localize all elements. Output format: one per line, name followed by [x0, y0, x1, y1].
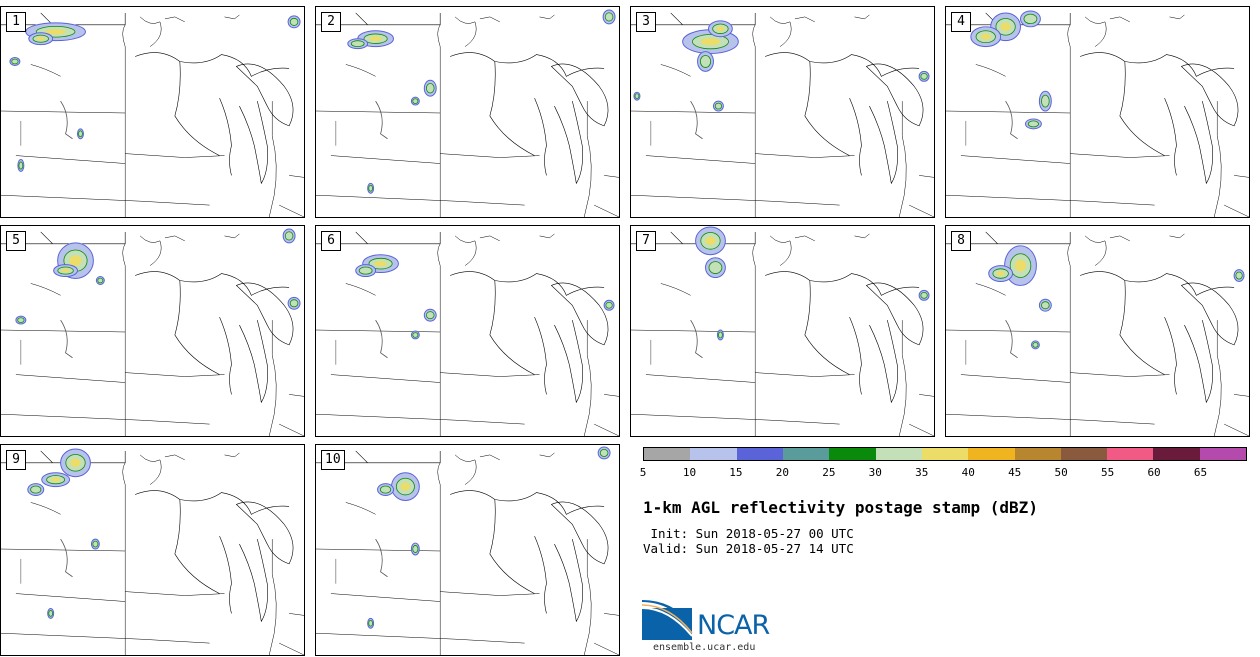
colorbar-segment — [1199, 448, 1247, 460]
colorbar-tick: 30 — [868, 466, 882, 479]
basemap-svg — [946, 10, 1249, 217]
member-number-label: 7 — [636, 231, 656, 251]
member-number-label: 6 — [321, 231, 341, 251]
ncar-logo-icon — [642, 600, 693, 640]
colorbar-tick: 60 — [1147, 466, 1161, 479]
colorbar-tick: 45 — [1008, 466, 1022, 479]
colorbar-tick-labels: 5 10 15 20 25 30 35 40 45 50 55 60 65 — [639, 466, 1247, 480]
basemap-svg — [1, 228, 304, 436]
stamp-panel: 3 — [630, 6, 935, 218]
stamp-panel: 1 — [0, 6, 305, 218]
colorbar-tick: 15 — [729, 466, 743, 479]
colorbar-tick: 35 — [915, 466, 929, 479]
colorbar-tick: 20 — [775, 466, 789, 479]
colorbar-tick: 55 — [1100, 466, 1115, 479]
basemap-svg — [1, 12, 304, 217]
basemap-svg — [316, 9, 619, 217]
basemap-svg — [316, 231, 619, 436]
plot-title: 1-km AGL reflectivity postage stamp (dBZ… — [643, 498, 1038, 517]
valid-time: Valid: Sun 2018-05-27 14 UTC — [643, 541, 854, 556]
site-url: ensemble.ucar.edu — [653, 642, 756, 653]
reflectivity-colorbar — [643, 447, 1247, 461]
colorbar-segment — [690, 448, 737, 460]
member-number-label: 10 — [321, 450, 345, 470]
stamp-panel: 9 — [0, 444, 305, 656]
basemap-svg — [316, 446, 619, 655]
member-number-label: 2 — [321, 12, 341, 32]
basemap-svg — [946, 231, 1249, 436]
stamp-panel: 6 — [315, 225, 620, 437]
colorbar-tick: 40 — [961, 466, 975, 479]
colorbar-segment — [1153, 448, 1200, 460]
member-number-label: 5 — [6, 231, 26, 251]
colorbar-tick: 65 — [1193, 466, 1208, 479]
member-number-label: 9 — [6, 450, 26, 470]
stamp-panel: 2 — [315, 6, 620, 218]
stamp-panel: 4 — [945, 6, 1250, 218]
stamp-panel: 7 — [630, 225, 935, 437]
colorbar-segment — [829, 448, 876, 460]
basemap-svg — [631, 12, 934, 217]
member-number-label: 4 — [951, 12, 971, 32]
colorbar-segment — [968, 448, 1015, 460]
stamp-panel: 10 — [315, 444, 620, 656]
ncar-logo-text: NCAR — [697, 610, 770, 641]
colorbar-tick: 10 — [682, 466, 697, 479]
colorbar-segment — [1107, 448, 1154, 460]
colorbar-tick: 5 — [639, 466, 647, 479]
basemap-svg — [1, 448, 304, 655]
colorbar-segment — [736, 448, 783, 460]
colorbar-segment — [782, 448, 830, 460]
colorbar-segment — [1060, 448, 1108, 460]
member-number-label: 3 — [636, 12, 656, 32]
init-time: Init: Sun 2018-05-27 00 UTC — [643, 526, 854, 541]
stamp-panel: 8 — [945, 225, 1250, 437]
basemap-svg — [631, 226, 934, 436]
colorbar-segment — [875, 448, 922, 460]
colorbar-segment — [1014, 448, 1061, 460]
member-number-label: 1 — [6, 12, 26, 32]
member-number-label: 8 — [951, 231, 971, 251]
stamp-panel: 5 — [0, 225, 305, 437]
colorbar-segment — [921, 448, 969, 460]
colorbar-tick: 50 — [1054, 466, 1068, 479]
colorbar-tick: 25 — [822, 466, 836, 479]
colorbar-segment — [644, 448, 691, 460]
